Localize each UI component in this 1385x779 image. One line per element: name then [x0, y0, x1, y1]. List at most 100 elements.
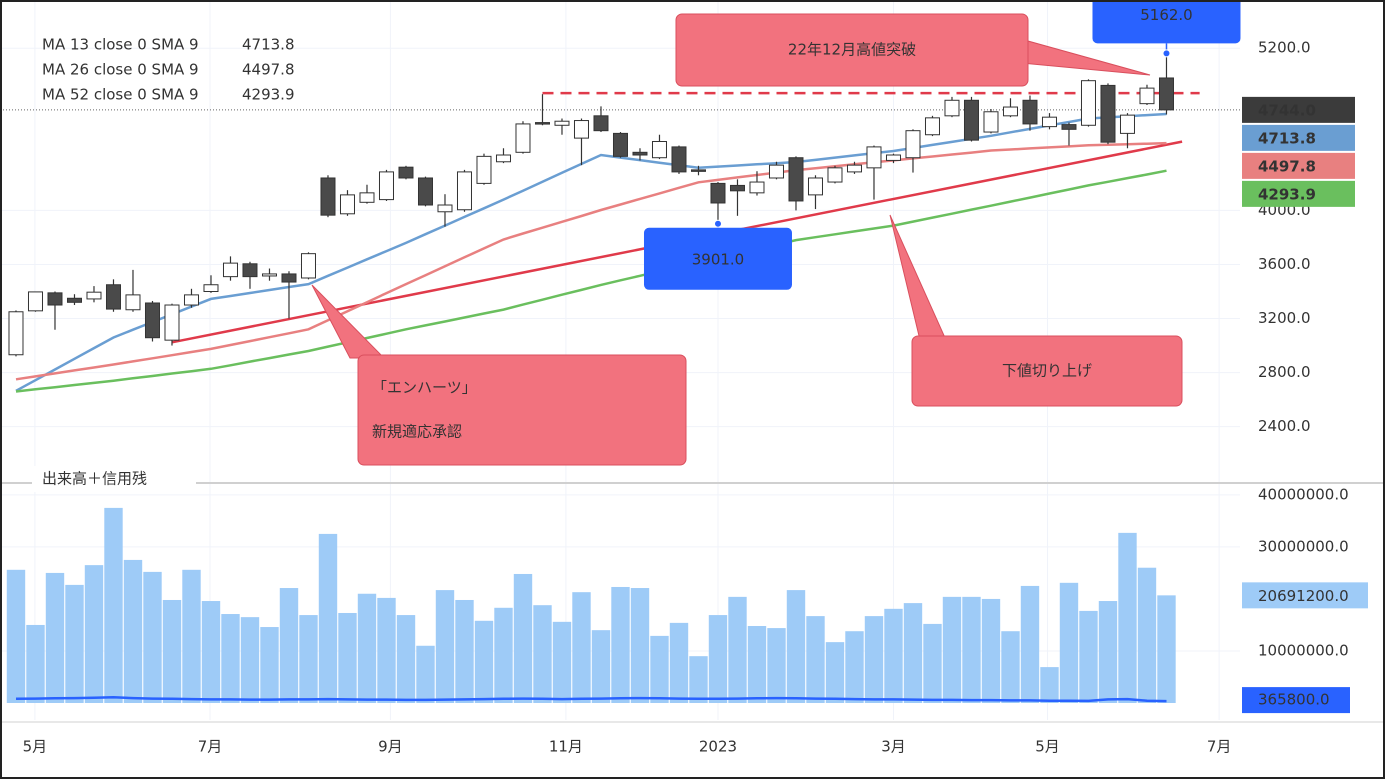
candle-body — [8, 311, 24, 356]
margin-marker-label: 365800.0 — [1258, 691, 1330, 709]
volume-marker — [1242, 582, 1368, 609]
volume-bar — [494, 607, 513, 703]
callout-text: 22年12月高値突破 — [788, 41, 916, 59]
candle-body — [573, 120, 589, 139]
volume-bar — [1040, 667, 1059, 703]
volume-bar — [474, 620, 494, 703]
legend-value: 4293.9 — [242, 86, 295, 104]
volume-bar — [981, 598, 1001, 703]
candle-body — [515, 123, 531, 153]
price-marker — [1242, 124, 1355, 151]
price-marker — [1242, 152, 1355, 179]
ma-line — [15, 169, 1167, 393]
candle-body — [749, 181, 765, 194]
volume-bar — [65, 584, 84, 703]
callout-text: 下値切り上げ — [1002, 362, 1092, 380]
candle-body — [261, 273, 277, 277]
candle-body — [1100, 84, 1116, 143]
legend-label: MA 13 close 0 SMA 9 — [42, 36, 199, 54]
candle-body — [281, 273, 297, 283]
volume-bar — [338, 612, 357, 703]
legend-value: 4713.8 — [242, 36, 295, 54]
callout-text: 新規適応承認 — [372, 423, 462, 441]
volume-bar — [377, 597, 396, 703]
candle-body — [125, 294, 141, 311]
callout-box — [675, 13, 1029, 87]
price-marker-label: 4744.0 — [1258, 101, 1316, 119]
volume-bar — [942, 596, 962, 703]
extreme-dot — [713, 219, 722, 228]
volume-bar — [611, 586, 630, 703]
volume-bar — [650, 635, 669, 703]
candle-body — [1002, 106, 1018, 117]
volume-bar — [1098, 601, 1118, 703]
candle-body — [632, 151, 648, 156]
volume-bar — [318, 533, 338, 703]
x-tick-label: 7月 — [1207, 738, 1232, 756]
candle-body — [1041, 116, 1057, 128]
volume-bar — [708, 615, 728, 703]
extreme-box — [643, 227, 792, 290]
legend-value: 4497.8 — [242, 61, 295, 79]
volume-bar — [962, 596, 981, 703]
candle-body — [983, 111, 999, 133]
candle-body — [1119, 114, 1135, 134]
extreme-dot — [1162, 49, 1171, 58]
volume-bar — [1118, 532, 1137, 703]
y-tick-label: 10000000.0 — [1258, 641, 1349, 659]
candle-body — [144, 302, 160, 339]
volume-bar — [84, 565, 104, 703]
volume-marker-label: 20691200.0 — [1258, 587, 1349, 605]
volume-bar — [6, 569, 26, 703]
volume-bar — [201, 601, 221, 703]
candle-body — [47, 292, 63, 306]
volume-bar — [884, 608, 903, 703]
price-marker — [1242, 180, 1355, 207]
candle-body — [671, 146, 687, 173]
y-tick-label: 2400.0 — [1258, 417, 1311, 435]
candle-body — [924, 117, 940, 136]
candle-body — [1022, 99, 1038, 125]
candle-body — [105, 284, 121, 310]
margin-marker — [1242, 687, 1350, 714]
candle-body — [534, 122, 550, 125]
pane-title-box — [32, 466, 196, 492]
volume-bar — [689, 656, 708, 703]
volume-bar — [240, 617, 260, 703]
price-marker-label: 4713.8 — [1258, 129, 1316, 147]
candle-body — [690, 169, 706, 172]
candle-body — [944, 99, 960, 117]
volume-bar — [630, 588, 650, 703]
volume-bar — [825, 642, 845, 703]
volume-bar — [1001, 631, 1020, 703]
price-marker-label: 4293.9 — [1258, 185, 1316, 203]
candle-body — [963, 99, 979, 141]
x-tick-label: 7月 — [198, 738, 223, 756]
candle-body — [203, 284, 219, 293]
candle-body — [222, 262, 238, 278]
volume-bar — [435, 590, 455, 703]
x-tick-label: 2023 — [699, 738, 737, 756]
volume-bar — [747, 625, 767, 703]
volume-bar — [104, 507, 123, 703]
candle-body — [495, 154, 511, 163]
candle-body — [456, 171, 472, 211]
callout-text: 「エンハーツ」 — [372, 379, 477, 397]
candle-body — [417, 177, 433, 206]
y-tick-label: 3600.0 — [1258, 255, 1311, 273]
y-tick-label: 3200.0 — [1258, 309, 1311, 327]
candle-body — [300, 253, 316, 279]
candle-body — [86, 291, 102, 300]
candle-body — [183, 294, 199, 306]
volume-bar — [669, 622, 689, 703]
margin-line — [15, 696, 1167, 703]
candle-body — [320, 177, 336, 216]
candle-body — [827, 167, 843, 183]
volume-bar — [182, 569, 201, 703]
candle-body — [1080, 80, 1096, 126]
volume-bar — [786, 590, 806, 703]
volume-bar — [1137, 567, 1157, 703]
candle-body — [242, 263, 258, 278]
